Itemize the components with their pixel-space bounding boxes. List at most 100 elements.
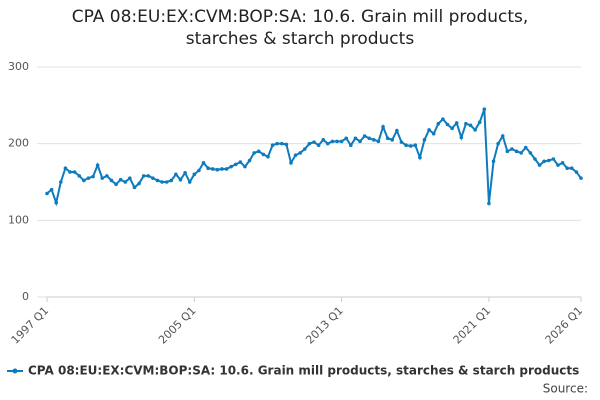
point: [344, 136, 349, 141]
point: [233, 162, 238, 167]
point: [487, 201, 491, 206]
point: [197, 168, 201, 173]
point: [82, 178, 86, 183]
y-tick-label: 100: [8, 213, 29, 226]
point: [109, 178, 114, 183]
point: [445, 122, 450, 127]
point: [335, 139, 339, 144]
point: [210, 167, 215, 171]
point: [523, 145, 528, 150]
point: [399, 140, 404, 144]
point: [519, 151, 523, 155]
point: [546, 158, 551, 163]
point: [141, 174, 146, 178]
point: [45, 191, 49, 196]
point: [114, 182, 118, 187]
point: [413, 143, 418, 147]
point: [372, 138, 376, 142]
point: [178, 177, 183, 182]
point: [404, 143, 408, 147]
point: [491, 159, 496, 164]
point: [569, 166, 574, 170]
point: [105, 174, 109, 178]
point: [187, 180, 192, 184]
point: [422, 138, 427, 142]
point: [482, 107, 487, 111]
point: [220, 167, 224, 171]
point: [349, 143, 353, 147]
point: [270, 143, 275, 147]
point: [477, 120, 482, 124]
point: [468, 123, 473, 128]
point: [192, 172, 197, 177]
point: [284, 142, 289, 147]
point: [514, 149, 519, 154]
point: [100, 176, 105, 180]
series-line: [46, 108, 582, 207]
point: [95, 163, 100, 167]
point: [229, 164, 233, 169]
point: [289, 161, 293, 165]
point: [510, 147, 514, 151]
point: [302, 147, 307, 151]
point: [358, 139, 362, 144]
point: [183, 171, 187, 175]
point: [330, 139, 335, 144]
point: [137, 181, 141, 186]
point: [160, 180, 164, 184]
point: [326, 141, 330, 146]
point: [224, 167, 229, 171]
point: [556, 163, 560, 167]
point: [528, 151, 533, 155]
y-tick-label: 0: [22, 290, 29, 303]
point: [123, 180, 128, 184]
point: [151, 176, 155, 180]
point: [551, 157, 556, 161]
point: [279, 141, 284, 146]
point: [367, 136, 372, 141]
point: [128, 176, 132, 180]
point: [252, 151, 256, 155]
point: [169, 178, 174, 183]
y-tick-label: 300: [8, 60, 29, 73]
point: [500, 134, 505, 138]
point: [54, 200, 59, 205]
point: [174, 172, 178, 177]
point: [496, 141, 500, 146]
x-tick-label: 2026 Q1: [543, 304, 586, 347]
chart-title: CPA 08:EU:EX:CVM:BOP:SA: 10.6. Grain mil…: [71, 7, 529, 49]
point: [464, 121, 468, 126]
point: [63, 166, 68, 170]
point: [238, 160, 243, 164]
point: [385, 136, 390, 141]
point: [533, 157, 537, 161]
point: [454, 121, 459, 125]
point: [164, 180, 169, 184]
point: [215, 167, 220, 172]
point: [395, 128, 399, 133]
x-tick-label: 2013 Q1: [303, 304, 346, 347]
point: [436, 121, 441, 126]
point: [118, 177, 123, 182]
point: [537, 163, 542, 167]
point: [77, 174, 82, 178]
point: [256, 149, 261, 154]
point: [579, 176, 583, 180]
point: [316, 143, 321, 147]
x-tick-label: 1997 Q1: [9, 304, 52, 347]
point: [560, 161, 565, 165]
point: [59, 180, 63, 184]
point: [418, 155, 422, 160]
point: [307, 141, 312, 146]
point: [376, 139, 381, 144]
point: [132, 185, 137, 190]
point: [206, 166, 210, 170]
point: [505, 149, 510, 154]
point: [542, 159, 546, 164]
point: [459, 135, 464, 140]
point: [243, 164, 247, 169]
point: [298, 151, 302, 155]
point: [312, 140, 316, 144]
point: [353, 136, 358, 141]
